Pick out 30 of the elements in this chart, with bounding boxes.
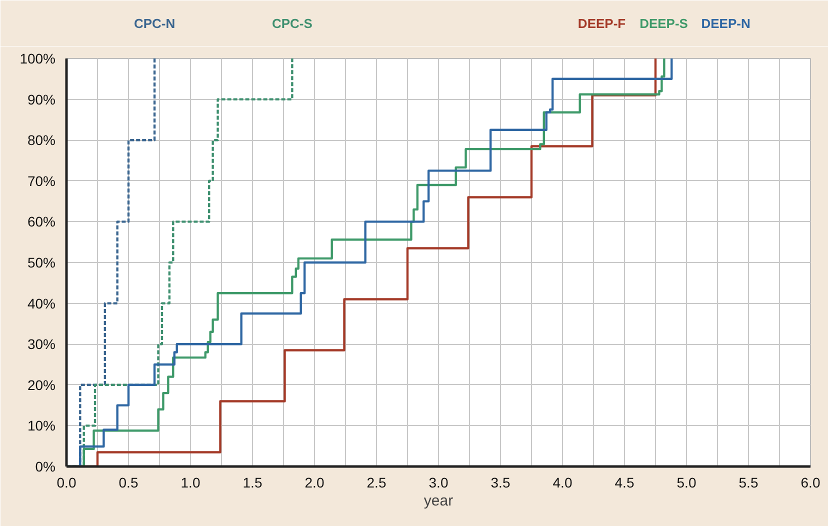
- y-tick-label: 50%: [27, 254, 56, 270]
- x-axis-title: year: [424, 492, 454, 510]
- x-tick-label: 4.0: [552, 474, 572, 490]
- y-tick-label: 40%: [27, 295, 56, 312]
- text: DEEP-N: [701, 16, 750, 31]
- x-tick-label: 1.5: [242, 474, 262, 490]
- x-tick-label: 0.0: [56, 474, 76, 490]
- y-tick-label: 0%: [35, 458, 56, 474]
- y-tick-label: 70%: [27, 172, 56, 189]
- text: DEEP-S: [640, 16, 688, 31]
- y-tick-label: 90%: [27, 91, 56, 108]
- x-tick-label: 6.0: [800, 474, 820, 490]
- x-tick-label: 1.0: [180, 474, 200, 490]
- y-tick-label: 100%: [20, 50, 56, 66]
- text: DEEP-F: [578, 16, 626, 31]
- text: CPC-N: [134, 16, 176, 31]
- x-tick-label: 5.0: [676, 474, 696, 490]
- y-tick-label: 20%: [27, 376, 56, 393]
- x-tick-label: 2.5: [366, 474, 386, 490]
- x-tick-label: 0.5: [118, 474, 138, 490]
- y-tick-label: 80%: [27, 132, 56, 148]
- y-tick-label: 60%: [27, 214, 56, 230]
- y-tick-label: 10%: [27, 418, 56, 434]
- x-tick-label: 4.5: [614, 474, 634, 490]
- x-tick-label: 2.0: [304, 474, 324, 490]
- y-tick-label: 30%: [27, 336, 56, 352]
- text: CPC-S: [272, 16, 313, 31]
- x-tick-label: 3.5: [490, 474, 510, 490]
- x-tick-label: 3.0: [428, 474, 448, 490]
- x-tick-label: 5.5: [738, 474, 758, 490]
